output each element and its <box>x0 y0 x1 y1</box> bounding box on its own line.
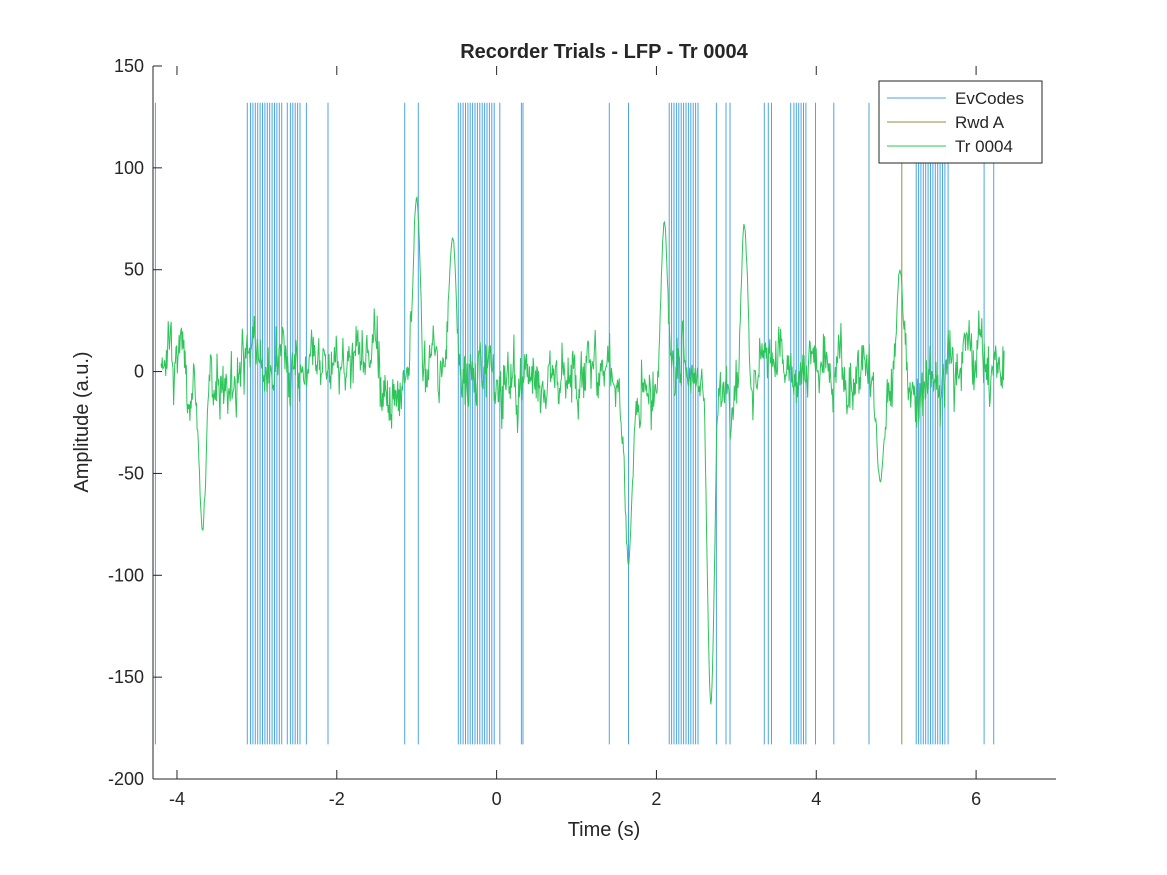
legend-entry-tr-0004: Tr 0004 <box>955 137 1013 156</box>
lfp-trace-tr-0004 <box>160 195 1005 705</box>
x-tick-label: 2 <box>651 789 661 809</box>
x-tick-label: 0 <box>492 789 502 809</box>
y-tick-label: 50 <box>124 260 144 280</box>
plot-area <box>154 102 1005 745</box>
x-tick-label: -2 <box>329 789 345 809</box>
legend-entry-rwd-a: Rwd A <box>955 113 1005 132</box>
y-tick-label: 0 <box>134 362 144 382</box>
x-tick-label: -4 <box>169 789 185 809</box>
chart-title: Recorder Trials - LFP - Tr 0004 <box>460 41 748 63</box>
y-tick-label: -50 <box>118 463 144 483</box>
y-tick-label: -150 <box>108 667 144 687</box>
x-ticks: -4 -2 0 2 4 6 <box>169 66 981 809</box>
legend: EvCodes Rwd A Tr 0004 <box>878 80 1043 164</box>
y-tick-label: -100 <box>108 565 144 585</box>
y-tick-label: -200 <box>108 769 144 789</box>
x-tick-label: 6 <box>971 789 981 809</box>
legend-entry-evcodes: EvCodes <box>955 89 1024 108</box>
x-tick-label: 4 <box>811 789 821 809</box>
y-ticks: -200 -150 -100 -50 0 50 100 150 <box>108 56 162 789</box>
axes <box>152 66 1056 780</box>
y-tick-label: 100 <box>114 158 144 178</box>
x-axis-label: Time (s) <box>568 819 641 841</box>
y-axis-label: Amplitude (a.u.) <box>71 351 93 492</box>
y-tick-label: 150 <box>114 56 144 76</box>
